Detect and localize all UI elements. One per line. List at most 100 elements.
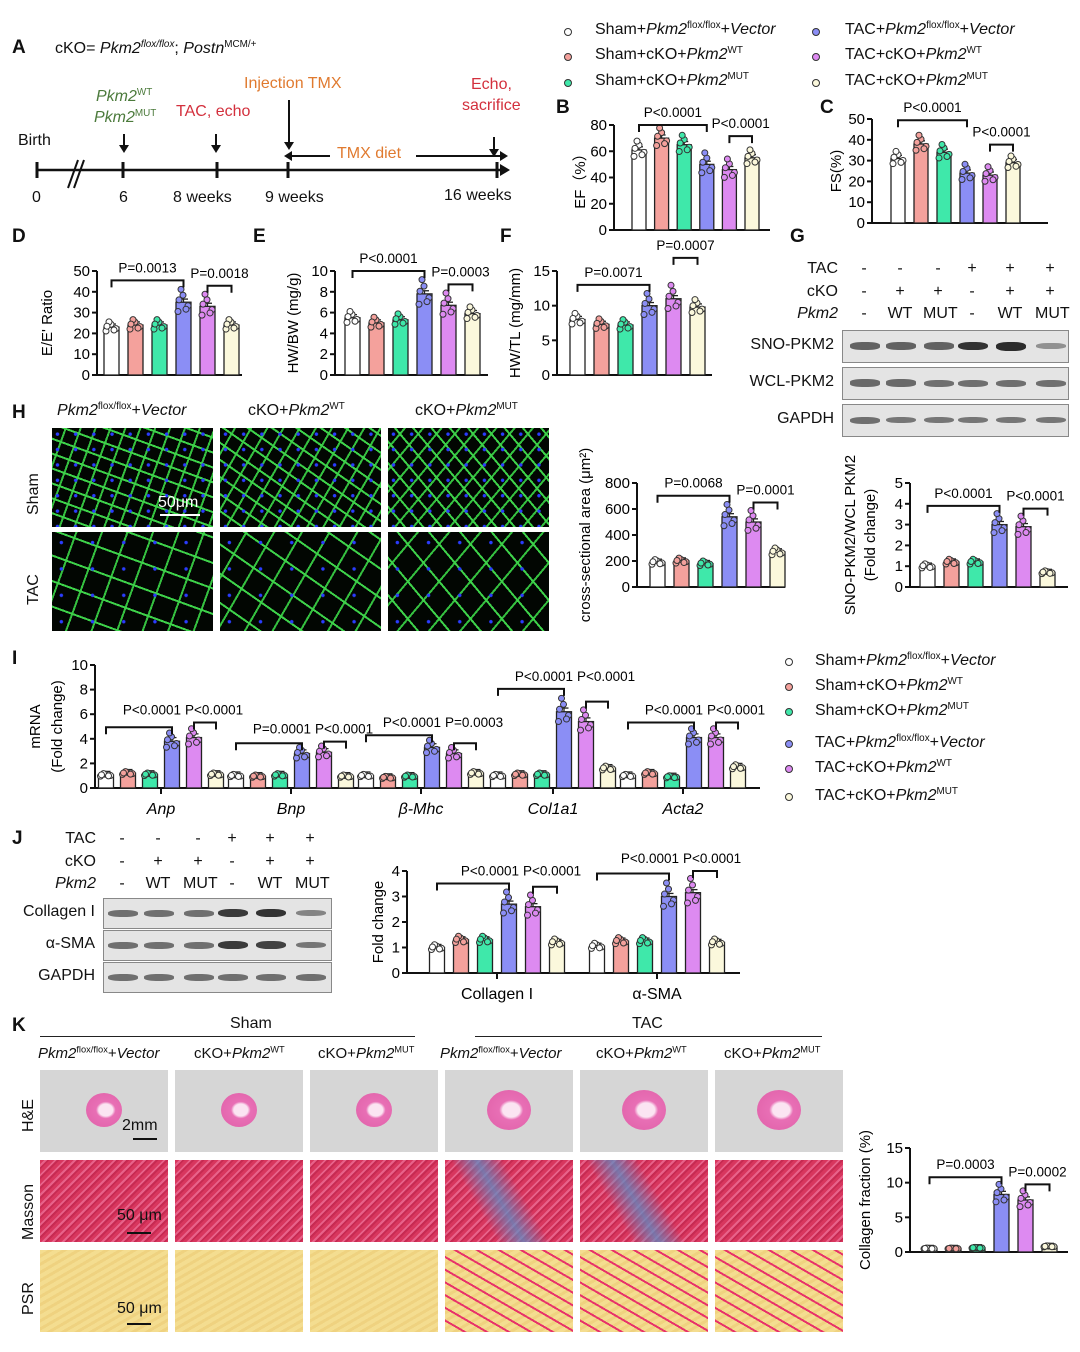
data-point [739, 764, 746, 772]
data-point [237, 772, 244, 780]
data-point [984, 163, 992, 171]
x-category-label: Col1a1 [528, 801, 579, 818]
bar [936, 151, 952, 224]
significance-bracket [105, 726, 173, 735]
data-point [930, 1245, 938, 1253]
data-point [620, 939, 627, 947]
bar [890, 157, 906, 224]
legend-marker-icon [785, 683, 793, 691]
data-point [627, 772, 634, 780]
data-point [338, 772, 345, 780]
data-point [372, 316, 380, 324]
data-point [602, 762, 609, 770]
data-point [254, 772, 261, 780]
legend-entry: TAC+cKO+Pkm2MUT [845, 72, 988, 90]
data-point [600, 323, 608, 331]
blot_g-lane-sign: - [969, 305, 975, 322]
bar [548, 941, 566, 974]
data-point [925, 1244, 933, 1252]
data-point [418, 276, 426, 284]
p-value-label: P=0.0003 [431, 264, 489, 279]
p-value-label: P<0.0001 [683, 851, 741, 866]
data-point [967, 558, 975, 566]
protein-band [184, 941, 214, 949]
data-point [624, 324, 632, 332]
data-point [576, 319, 584, 327]
chart-g: 0 1 2 3 4 5 SNO-PKM2/WCL PKM2 (Fold change) P<0.… [842, 455, 1068, 615]
data-point [1021, 1191, 1029, 1199]
p-value-label: P<0.0001 [621, 851, 679, 866]
data-point [142, 770, 149, 778]
scale-bar-label: 50μm [158, 494, 199, 511]
data-point [102, 327, 110, 335]
data-point [704, 561, 712, 569]
p-value-label: P<0.0001 [185, 702, 243, 717]
blot_j-lane-sign: + [305, 830, 315, 847]
text-segment: TAC+cKO+ [815, 787, 896, 804]
legend-marker-icon [564, 53, 572, 61]
data-point [689, 302, 697, 310]
legend-marker-icon [785, 740, 793, 748]
data-point [673, 556, 681, 564]
data-point [675, 554, 683, 562]
text-segment: Pkm2 [440, 1045, 479, 1062]
data-point [195, 736, 202, 744]
group-divider [475, 1036, 822, 1037]
data-point [693, 738, 700, 746]
data-point [989, 176, 997, 184]
data-point [696, 561, 704, 569]
data-point [452, 939, 459, 947]
significance-bracket [638, 124, 708, 132]
data-point [105, 318, 113, 326]
bar [141, 773, 159, 789]
data-point [303, 751, 310, 759]
scale-bar-label: 2mm [122, 1117, 158, 1134]
bar [617, 324, 634, 376]
data-point [641, 770, 648, 778]
blot_g-lane-sign: + [1045, 283, 1055, 300]
data-point [406, 772, 413, 780]
data-point [166, 729, 173, 737]
legend-marker-icon [812, 53, 820, 61]
bar [619, 775, 637, 789]
data-point [389, 774, 396, 782]
text-segment: cKO+ [194, 1045, 232, 1062]
text-segment: Pkm2 [96, 88, 137, 105]
text-segment: Sham+ [815, 652, 867, 669]
data-point [923, 1244, 931, 1252]
data-point [604, 763, 611, 771]
data-point [723, 500, 731, 508]
data-point [1043, 1242, 1051, 1250]
blot_g-band-label: GAPDH [777, 409, 834, 427]
data-point [556, 705, 563, 713]
data-point [748, 149, 756, 157]
blot_j-lane-sign: - [119, 830, 125, 847]
bar [913, 143, 929, 224]
data-point [439, 310, 447, 318]
data-point [448, 743, 455, 751]
text-segment: flox/flox [687, 20, 721, 32]
chart-k: 0 5 10 15 Collagen fraction (%) P=0.0003 P=0.0… [857, 1130, 1068, 1270]
bar [673, 560, 690, 588]
data-point [453, 753, 460, 761]
y-tick-label: 10 [311, 263, 328, 280]
y-axis-label: FS(%) [828, 150, 845, 193]
y-tick-label: 3 [895, 517, 903, 534]
data-point [592, 324, 600, 332]
bar [744, 157, 760, 231]
data-point [688, 308, 696, 316]
bar [721, 516, 738, 588]
y-tick-label: 0 [895, 1244, 903, 1261]
data-point [252, 771, 259, 779]
p-value-label: P<0.0001 [972, 125, 1030, 140]
significance-bracket [235, 742, 303, 751]
data-point [460, 938, 467, 946]
y-tick-label: 0 [320, 367, 328, 384]
y-tick-label: 15 [533, 263, 550, 280]
y-tick-label: 800 [605, 475, 630, 492]
data-point [578, 715, 585, 723]
blot_g-lane-sign: MUT [923, 305, 958, 322]
blot_j-row-label: Pkm2 [55, 875, 96, 892]
significance-bracket [627, 721, 695, 730]
significance-bracket [585, 700, 609, 709]
